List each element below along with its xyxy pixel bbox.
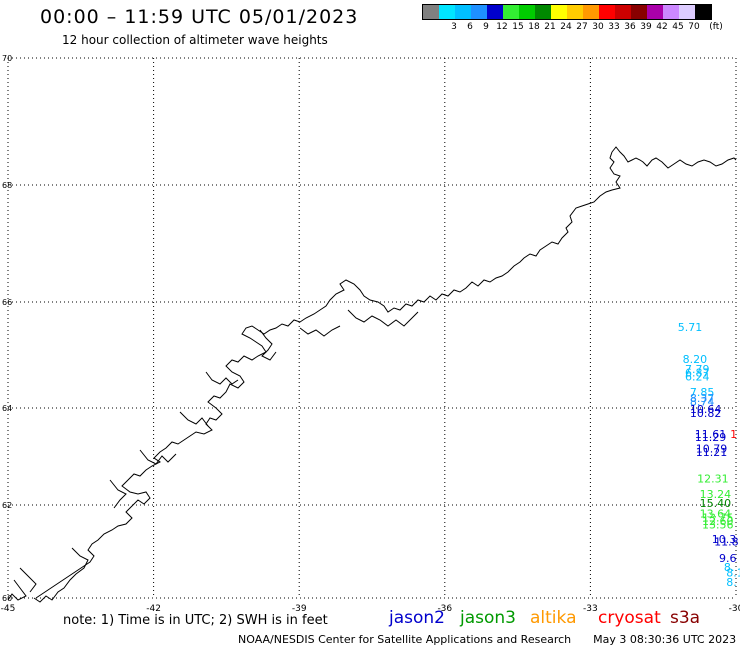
lon-tick-label: -42	[146, 604, 161, 614]
lat-tick-label: 62	[2, 501, 12, 510]
footer-timestamp: May 3 08:30:36 UTC 2023	[593, 633, 737, 646]
legend-label: 24	[560, 22, 572, 32]
footer-source: NOAA/NESDIS Center for Satellite Applica…	[238, 633, 572, 646]
legend-swatch	[647, 5, 663, 19]
legend-swatch	[423, 5, 439, 19]
legend-swatch	[679, 5, 695, 19]
footer: NOAA/NESDIS Center for Satellite Applica…	[238, 633, 736, 646]
legend-swatch	[599, 5, 615, 19]
lon-tick-label: -30	[729, 604, 740, 614]
wave-height-label: 11.21	[696, 446, 728, 459]
lon-tick-label: -45	[1, 604, 16, 614]
map-title: 00:00 – 11:59 UTC 05/01/2023	[40, 6, 359, 28]
wave-height-label: 7.85	[690, 386, 715, 399]
wave-height-label: 8.1	[726, 567, 740, 580]
wave-height-label: 13.56	[702, 518, 734, 531]
wave-height-label: 10.82	[690, 407, 722, 420]
wave-height-label: 15.40	[700, 497, 732, 510]
legend-label: 12	[496, 22, 508, 32]
lon-tick-label: -39	[292, 604, 307, 614]
legend-swatch	[455, 5, 471, 19]
satellite-altika: altika	[530, 608, 577, 628]
wave-height-label: 6.87	[685, 367, 710, 380]
lon-tick-label: -33	[583, 604, 598, 614]
legend-label: 30	[592, 22, 604, 32]
legend-label: 42	[656, 22, 668, 32]
wave-height-label: 10.64	[690, 403, 722, 416]
legend-swatch	[583, 5, 599, 19]
legend-label: 21	[544, 22, 556, 32]
legend-label: 33	[608, 22, 620, 32]
legend-swatch	[663, 5, 679, 19]
satellite-s3a: s3a	[670, 608, 701, 628]
legend-swatch	[487, 5, 503, 19]
legend-swatch	[631, 5, 647, 19]
legend-swatch	[695, 5, 711, 19]
lat-tick-label: 60	[2, 594, 12, 603]
wave-height-label: 12.31	[697, 473, 729, 486]
wave-height-label: 8.	[724, 561, 735, 574]
wave-height-label: 13.75	[702, 511, 734, 524]
lat-tick-label: 70	[2, 54, 12, 63]
legend-label: 36	[624, 22, 636, 32]
legend-label: 27	[576, 22, 588, 32]
wave-height-label: 13.24	[700, 488, 732, 501]
legend-label: 45	[672, 22, 684, 32]
legend-unit: (ft)	[709, 22, 723, 32]
wave-height-label: 8.20	[683, 353, 708, 366]
wave-height-label: 9.6	[719, 552, 737, 565]
wave-height-label: 8.37	[690, 392, 715, 405]
lon-tick-label: -36	[437, 604, 452, 614]
note-text: note: 1) Time is in UTC; 2) SWH is in fe…	[63, 613, 328, 628]
legend-swatch	[519, 5, 535, 19]
wave-height-label: 11.61	[695, 428, 727, 441]
wave-height-label: 10.3	[712, 533, 737, 546]
wave-height-label: 11.8	[714, 535, 739, 548]
wave-height-label: 8.74	[690, 395, 715, 408]
satellite-jason3: jason3	[460, 608, 516, 628]
color-legend: 3 6 9 12 15 18 21 24 27 30 33 36 39 42 45 70 (ft)	[422, 4, 723, 34]
legend-swatch	[471, 5, 487, 19]
fjord-detail	[7, 309, 419, 603]
legend-swatch	[503, 5, 519, 19]
legend-swatch	[535, 5, 551, 19]
map-grid: -45 -42 -39 -36 -33 -30 60 62 64 66 68 70	[1, 54, 740, 614]
lat-tick-label: 64	[2, 404, 12, 413]
legend-swatches	[422, 4, 712, 20]
coastline-path	[35, 146, 737, 599]
legend-label: 9	[483, 22, 489, 32]
satellite-cryosat: cryosat	[598, 608, 661, 628]
legend-swatch	[567, 5, 583, 19]
legend-label: 3	[451, 22, 457, 32]
wave-height-label: 1	[730, 428, 737, 441]
greenland-coastline	[7, 146, 737, 603]
wave-height-label: 8.	[726, 576, 737, 589]
lat-tick-label: 68	[2, 181, 12, 190]
wave-height-label: 13.64	[700, 508, 732, 521]
legend-label: 70	[688, 22, 700, 32]
wave-height-label: 10.79	[696, 443, 728, 456]
wave-height-label: 12.60	[702, 515, 734, 528]
legend-label: 18	[528, 22, 540, 32]
wave-height-label: 5.71	[678, 321, 703, 334]
wave-height-label: 11.29	[695, 431, 727, 444]
legend-labels: 3 6 9 12 15 18 21 24 27 30 33 36 39 42 45 70 (ft)	[422, 22, 723, 34]
legend-label: 6	[467, 22, 473, 32]
lat-tick-label: 66	[2, 298, 12, 307]
legend-swatch	[439, 5, 455, 19]
map-subtitle: 12 hour collection of altimeter wave hei…	[62, 33, 328, 47]
wave-height-label: 7.79	[685, 363, 710, 376]
altimeter-measurements: 5.718.207.796.876.247.858.378.7410.6410.…	[678, 321, 740, 589]
legend-label: 15	[512, 22, 524, 32]
legend-label: 39	[640, 22, 652, 32]
satellite-jason2: jason2	[389, 608, 445, 628]
legend-swatch	[551, 5, 567, 19]
wave-height-label: 6.24	[685, 370, 710, 383]
legend-swatch	[615, 5, 631, 19]
